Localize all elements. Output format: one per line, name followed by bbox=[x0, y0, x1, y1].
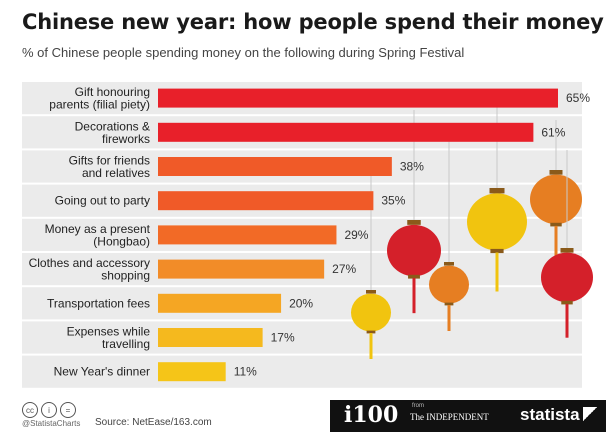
category-label: New Year's dinner bbox=[54, 365, 150, 379]
bar bbox=[158, 225, 337, 245]
bar bbox=[158, 88, 558, 108]
lantern-icon bbox=[467, 100, 527, 292]
category-label: Decorations & fireworks bbox=[75, 119, 150, 146]
row-background bbox=[22, 355, 582, 388]
i100-logo: i100 bbox=[344, 402, 399, 428]
value-label: 17% bbox=[271, 331, 295, 345]
independent-logo: The INDEPENDENT bbox=[410, 412, 489, 422]
category-label: Clothes and accessory shopping bbox=[29, 256, 150, 283]
bar bbox=[158, 259, 325, 279]
statista-wordmark: statista bbox=[520, 405, 580, 424]
bars bbox=[158, 88, 558, 382]
category-label: Gift honouring parents (filial piety) bbox=[49, 85, 150, 112]
license-icons: cc i = bbox=[22, 402, 76, 418]
bar bbox=[158, 328, 263, 347]
bar bbox=[158, 122, 534, 142]
value-labels: 65% 61% 38% 35% 29% 27% 20% 17% 11% bbox=[234, 91, 591, 379]
lantern-icon bbox=[351, 160, 391, 359]
lantern-icon bbox=[530, 120, 582, 260]
value-label: 35% bbox=[381, 194, 405, 208]
chart-subtitle: % of Chinese people spending money on th… bbox=[22, 45, 465, 60]
row-background bbox=[22, 321, 582, 354]
value-label: 38% bbox=[400, 160, 424, 174]
cc-icon: cc bbox=[22, 402, 38, 418]
value-label: 20% bbox=[289, 296, 313, 310]
chart-title: Chinese new year: how people spend their… bbox=[22, 10, 604, 34]
category-label: Going out to party bbox=[55, 194, 150, 208]
value-label: 61% bbox=[541, 125, 565, 139]
statista-mark-icon bbox=[582, 407, 597, 421]
statista-logo: statista bbox=[520, 405, 597, 425]
category-label: Gifts for friends and relatives bbox=[69, 154, 150, 181]
lantern-icon bbox=[541, 150, 593, 338]
no-derivatives-icon: = bbox=[60, 402, 76, 418]
source-note: Source: NetEase/163.com bbox=[95, 417, 212, 428]
category-label: Money as a present (Hongbao) bbox=[45, 222, 151, 249]
footer: cc i = @StatistaCharts Source: NetEase/1… bbox=[0, 400, 606, 432]
bar bbox=[158, 157, 392, 176]
category-label: Expenses while travelling bbox=[67, 325, 151, 352]
row-background bbox=[22, 287, 582, 320]
value-label: 29% bbox=[344, 228, 368, 242]
bar bbox=[158, 293, 282, 313]
lantern-decoration bbox=[351, 100, 593, 359]
category-labels: Gift honouring parents (filial piety) Deco… bbox=[29, 85, 151, 379]
category-label: Transportation fees bbox=[47, 296, 150, 310]
statista-handle: @StatistaCharts bbox=[22, 419, 81, 428]
lantern-icon bbox=[387, 110, 441, 314]
attribution-icon: i bbox=[41, 402, 57, 418]
brand-bar: i100 from The INDEPENDENT statista bbox=[330, 400, 606, 432]
lantern-icon bbox=[429, 140, 469, 331]
bar-chart: Gift honouring parents (filial piety) Deco… bbox=[22, 82, 593, 388]
value-label: 27% bbox=[332, 262, 356, 276]
value-label: 65% bbox=[566, 91, 590, 105]
from-label: from bbox=[412, 403, 424, 409]
value-label: 11% bbox=[234, 365, 257, 379]
bar bbox=[158, 191, 374, 211]
bar bbox=[158, 362, 226, 382]
